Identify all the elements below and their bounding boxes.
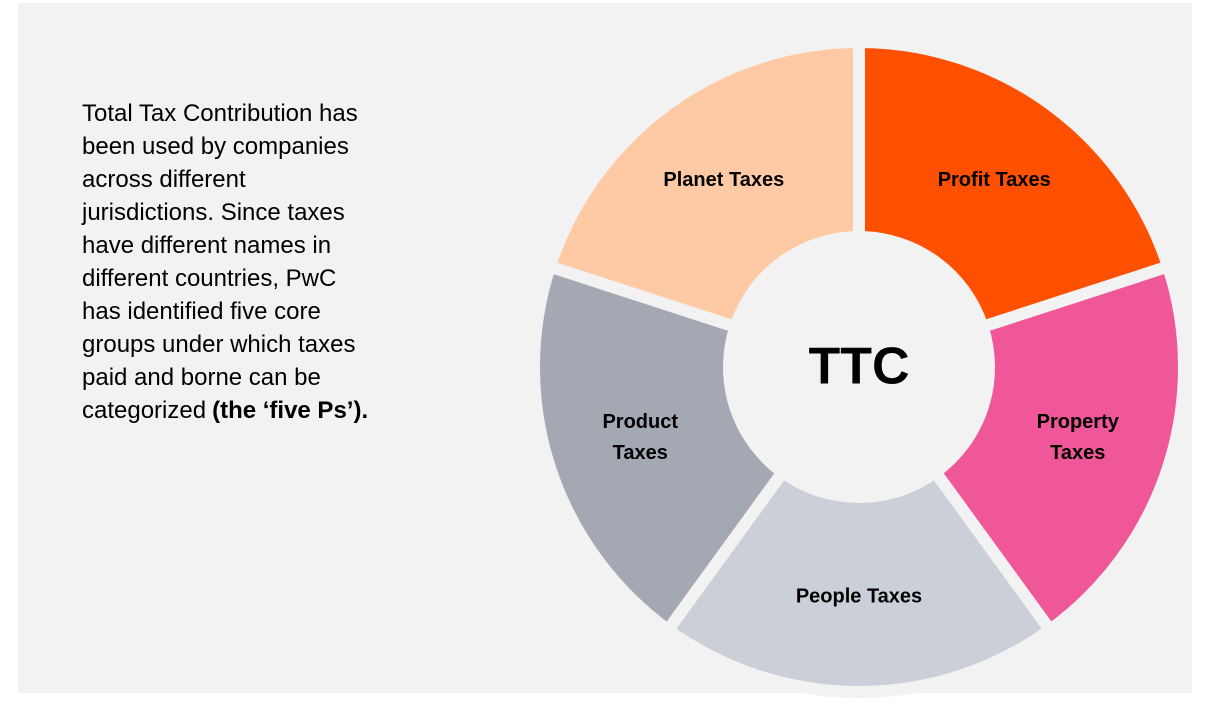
text-line: paid and borne can be xyxy=(82,364,321,391)
segment-label: Product xyxy=(602,411,678,433)
text-line: have different names in xyxy=(82,232,332,259)
segment xyxy=(853,35,1176,335)
segment-label: People Taxes xyxy=(796,585,922,607)
text-line: Total Tax Contribution has xyxy=(82,100,358,127)
segment xyxy=(528,259,791,639)
center-circle xyxy=(733,241,985,493)
segment xyxy=(542,35,865,335)
segment xyxy=(927,259,1190,639)
text-line: jurisdictions. Since taxes xyxy=(82,199,345,226)
text-emphasis: (the ‘five Ps’). xyxy=(212,397,369,424)
segment-label: Taxes xyxy=(613,442,668,464)
text-line: groups under which taxes xyxy=(82,331,356,358)
segment-label: Property xyxy=(1037,411,1120,433)
text-line: been used by companies xyxy=(82,133,349,160)
text-line: categorized xyxy=(82,397,207,424)
text-line: different countries, PwC xyxy=(82,265,337,292)
segment-label: Profit Taxes xyxy=(938,169,1051,191)
center-label: TTC xyxy=(808,338,909,396)
text-line: across different xyxy=(82,166,246,193)
segment xyxy=(659,463,1059,698)
description: Total Tax Contribution has been used by c… xyxy=(82,97,368,427)
segment-label: Taxes xyxy=(1050,442,1105,464)
segment-label: Planet Taxes xyxy=(663,169,784,191)
text-line: has identified five core xyxy=(82,298,321,325)
text-line-wrap: categorized (the ‘five Ps’). xyxy=(82,394,368,427)
